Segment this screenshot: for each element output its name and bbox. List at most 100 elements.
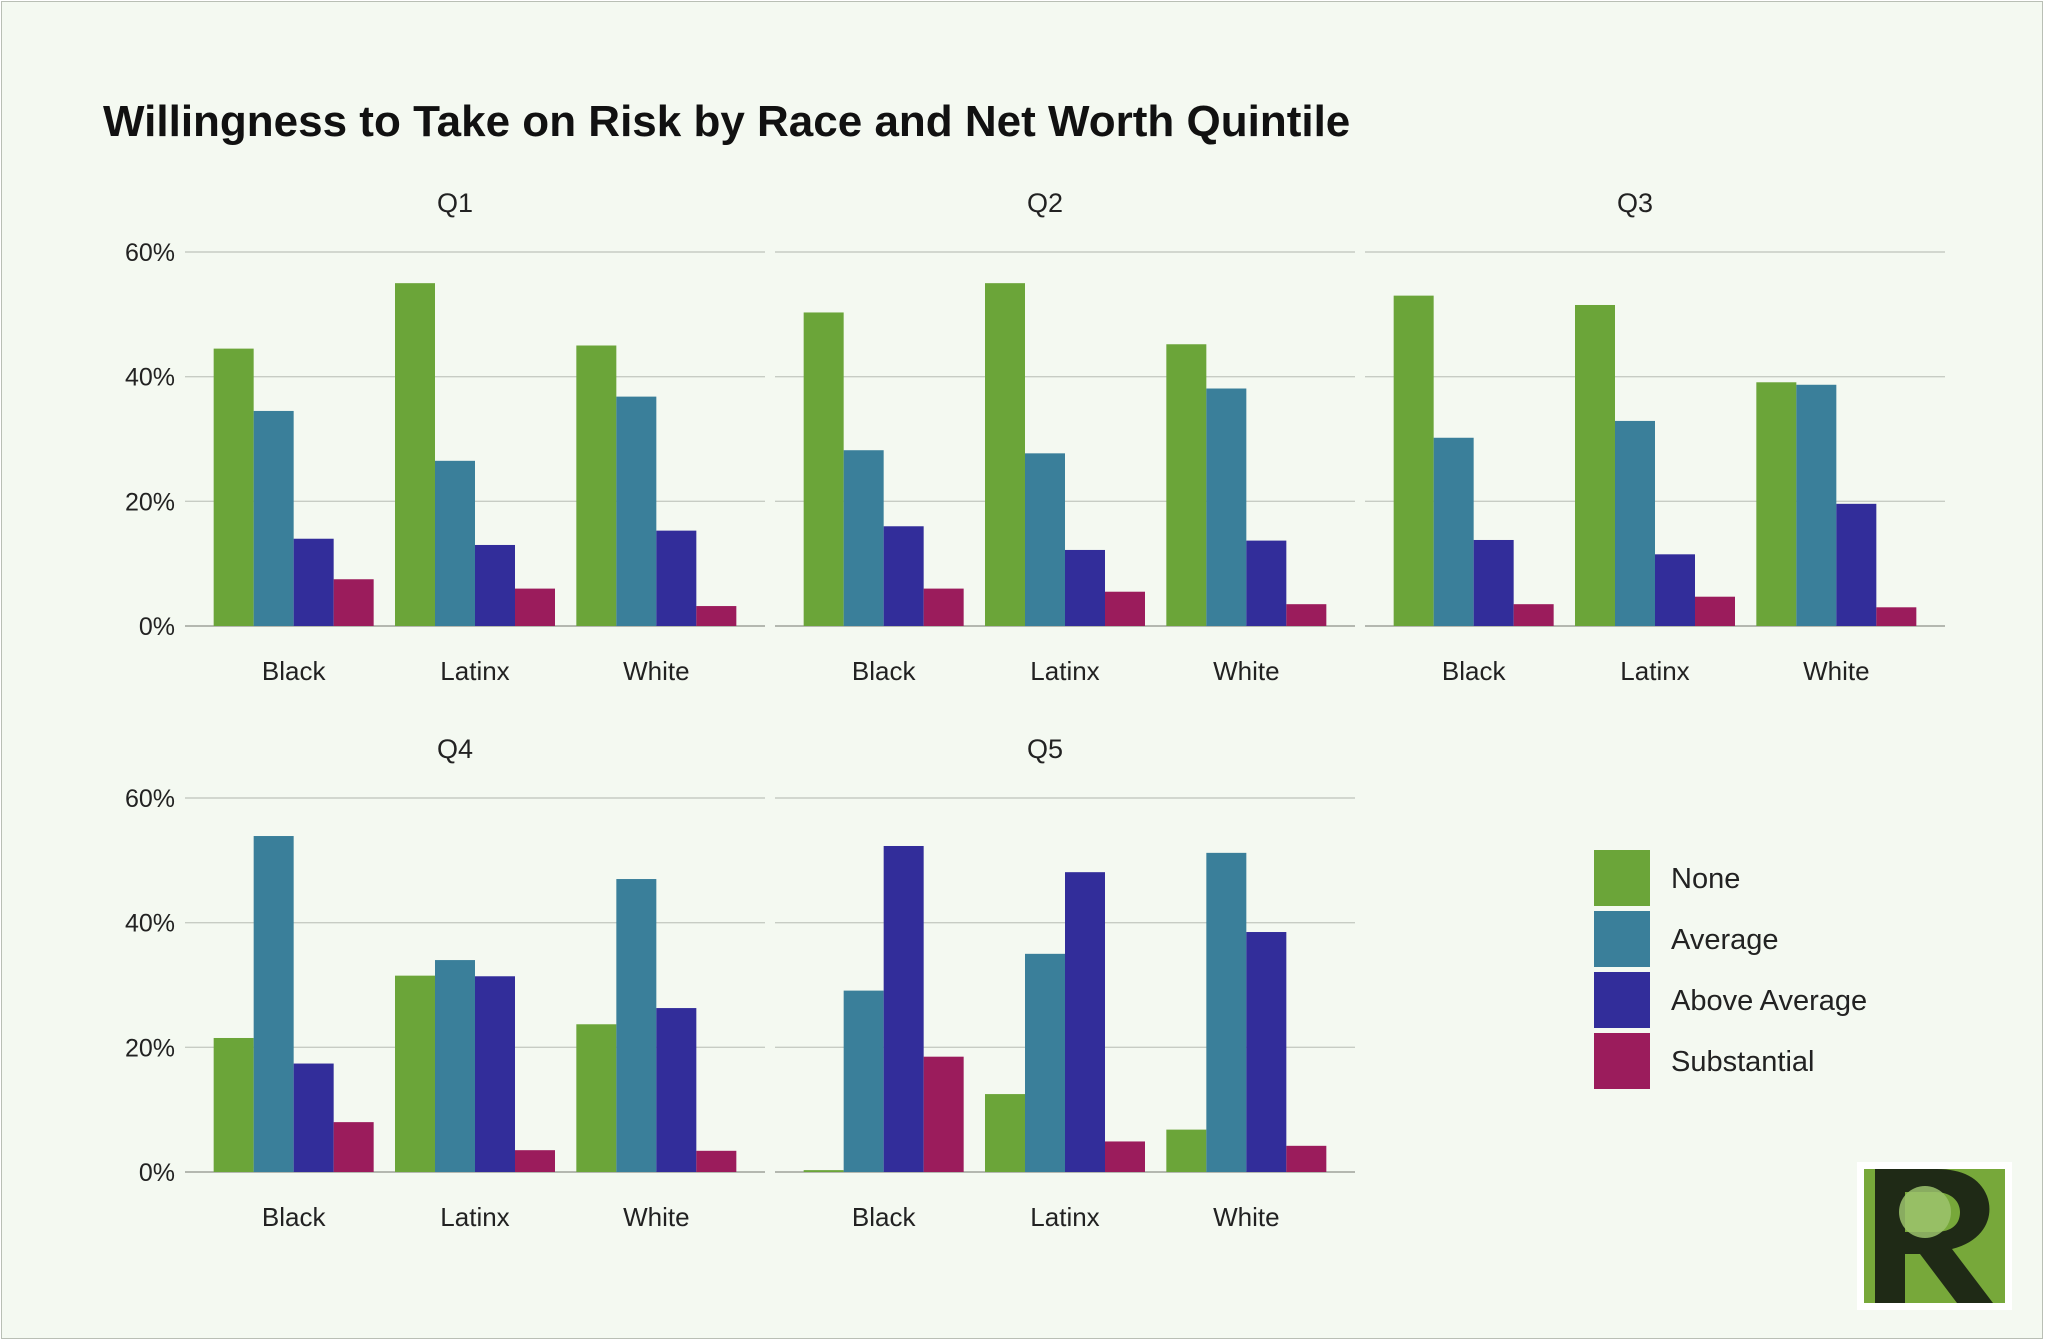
x-tick-label: White bbox=[1213, 656, 1279, 686]
bar-q1-black-above-average bbox=[293, 538, 334, 626]
bar-q5-latinx-none bbox=[985, 1094, 1025, 1172]
y-tick-label: 60% bbox=[125, 785, 175, 813]
bar-q5-black-none bbox=[803, 1170, 844, 1172]
bar-q1-black-none bbox=[213, 348, 254, 626]
x-tick-label: Latinx bbox=[440, 1202, 509, 1232]
bar-q3-white-none bbox=[1756, 382, 1797, 626]
bar-q2-white-average bbox=[1206, 388, 1247, 626]
x-tick-label: Latinx bbox=[440, 656, 509, 686]
legend: None Average Above Average Substantial bbox=[1594, 850, 1867, 1089]
bar-q2-latinx-above-average bbox=[1065, 549, 1105, 626]
bar-q2-white-above-average bbox=[1246, 540, 1287, 626]
panel-title: Q3 bbox=[1617, 188, 1653, 218]
panel-title: Q2 bbox=[1027, 188, 1063, 218]
panel-title: Q4 bbox=[437, 734, 473, 764]
legend-swatch bbox=[1594, 850, 1650, 906]
bar-q1-black-substantial bbox=[333, 579, 374, 626]
panel-q4: Q4 0% 20% 40% 60% Black Latinx White bbox=[125, 734, 765, 1232]
bar-q4-white-none bbox=[576, 1024, 617, 1172]
bar-q4-white-substantial bbox=[696, 1150, 737, 1172]
panel-q1: Q1 0% 20% 40% 60% Black Latinx White bbox=[125, 188, 765, 686]
legend-label: None bbox=[1671, 863, 1740, 895]
bar-q4-black-substantial bbox=[333, 1122, 374, 1172]
panel-title: Q1 bbox=[437, 188, 473, 218]
bar-q5-white-average bbox=[1206, 852, 1247, 1172]
y-tick-label: 20% bbox=[125, 488, 175, 516]
y-tick-label: 40% bbox=[125, 364, 175, 392]
bar-q2-black-substantial bbox=[923, 588, 964, 626]
bar-q5-white-substantial bbox=[1286, 1145, 1327, 1172]
legend-label: Above Average bbox=[1671, 985, 1867, 1017]
x-tick-label: Black bbox=[852, 1202, 917, 1232]
bar-q5-black-substantial bbox=[923, 1056, 964, 1172]
bar-q1-white-average bbox=[616, 396, 657, 626]
bar-q4-white-above-average bbox=[656, 1008, 697, 1172]
bar-q3-black-none bbox=[1393, 295, 1434, 626]
x-tick-label: White bbox=[623, 1202, 689, 1232]
bar-q2-latinx-substantial bbox=[1105, 591, 1145, 626]
bar-q5-latinx-average bbox=[1025, 953, 1065, 1172]
panel-q2: Q2 Black Latinx White bbox=[775, 188, 1355, 686]
bar-q4-latinx-none bbox=[395, 975, 435, 1172]
panels: Q1 0% 20% 40% 60% Black Latinx White Q2 Black Lati… bbox=[125, 188, 1945, 1232]
legend-label: Substantial bbox=[1671, 1046, 1815, 1078]
x-tick-label: Black bbox=[262, 656, 327, 686]
bar-q5-latinx-substantial bbox=[1105, 1141, 1145, 1172]
legend-swatch bbox=[1594, 1033, 1650, 1089]
x-tick-label: Latinx bbox=[1030, 656, 1099, 686]
y-tick-label: 40% bbox=[125, 910, 175, 938]
x-tick-label: White bbox=[1803, 656, 1869, 686]
x-tick-label: Black bbox=[262, 1202, 327, 1232]
bar-q1-white-substantial bbox=[696, 606, 737, 626]
panel-title: Q5 bbox=[1027, 734, 1063, 764]
bar-q4-white-average bbox=[616, 879, 657, 1172]
bar-q3-latinx-above-average bbox=[1655, 554, 1695, 626]
bar-q2-white-substantial bbox=[1286, 604, 1327, 626]
bar-q3-latinx-average bbox=[1615, 420, 1655, 626]
bar-q5-white-above-average bbox=[1246, 932, 1287, 1172]
bar-q2-black-average bbox=[843, 450, 884, 626]
logo-highlight bbox=[1899, 1186, 1951, 1238]
x-tick-label: Black bbox=[1442, 656, 1507, 686]
bar-q3-latinx-substantial bbox=[1695, 596, 1735, 626]
bar-q5-white-none bbox=[1166, 1129, 1207, 1172]
bar-q3-latinx-none bbox=[1575, 304, 1615, 626]
bar-q2-white-none bbox=[1166, 344, 1207, 626]
bar-q1-latinx-substantial bbox=[515, 588, 555, 626]
bar-q4-latinx-average bbox=[435, 960, 475, 1172]
logo-letter: R bbox=[1932, 1234, 1939, 1245]
panel-q3: Q3 Black Latinx White bbox=[1365, 188, 1945, 686]
bar-q4-black-above-average bbox=[293, 1063, 334, 1172]
bar-q4-latinx-substantial bbox=[515, 1150, 555, 1172]
bar-q3-white-substantial bbox=[1876, 607, 1917, 626]
y-tick-label: 0% bbox=[139, 1159, 175, 1187]
x-tick-label: Latinx bbox=[1030, 1202, 1099, 1232]
bar-q2-black-none bbox=[803, 312, 844, 626]
y-tick-label: 20% bbox=[125, 1034, 175, 1062]
bar-q2-latinx-none bbox=[985, 283, 1025, 626]
bar-q1-latinx-average bbox=[435, 460, 475, 626]
bar-q3-black-average bbox=[1433, 437, 1474, 626]
legend-label: Average bbox=[1671, 924, 1779, 956]
y-tick-label: 0% bbox=[139, 613, 175, 641]
x-tick-label: White bbox=[623, 656, 689, 686]
legend-swatch bbox=[1594, 972, 1650, 1028]
bar-q1-latinx-above-average bbox=[475, 544, 515, 626]
y-tick-label: 60% bbox=[125, 239, 175, 267]
bar-q4-black-none bbox=[213, 1037, 254, 1172]
bar-q3-white-average bbox=[1796, 384, 1837, 626]
legend-swatch bbox=[1594, 911, 1650, 967]
bar-q1-white-above-average bbox=[656, 530, 697, 626]
bar-q1-white-none bbox=[576, 345, 617, 626]
bar-q5-black-average bbox=[843, 990, 884, 1172]
x-tick-label: White bbox=[1213, 1202, 1279, 1232]
x-tick-label: Latinx bbox=[1620, 656, 1689, 686]
bar-q4-latinx-above-average bbox=[475, 976, 515, 1172]
x-tick-label: Black bbox=[852, 656, 917, 686]
bar-q3-black-above-average bbox=[1473, 539, 1514, 626]
chart-title: Willingness to Take on Risk by Race and … bbox=[103, 97, 1350, 146]
bar-q1-latinx-none bbox=[395, 283, 435, 626]
bar-q4-black-average bbox=[253, 836, 294, 1172]
